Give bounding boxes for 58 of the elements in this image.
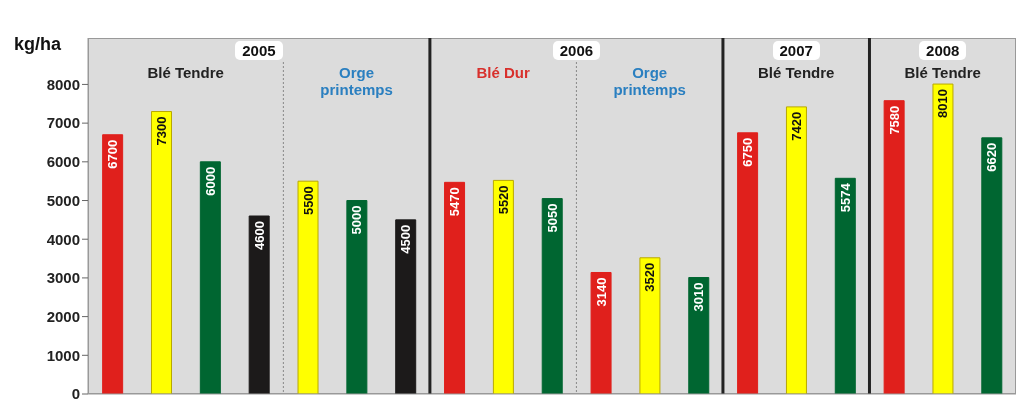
data-label: 7300	[153, 116, 169, 146]
bar	[737, 132, 759, 394]
y-axis-title: kg/ha	[14, 34, 62, 55]
y-tick-label: 4000	[46, 230, 80, 248]
bar	[688, 277, 710, 394]
data-label: 5470	[447, 187, 463, 217]
data-label: 3140	[593, 277, 609, 307]
bar	[590, 272, 612, 394]
data-label: 3520	[642, 262, 658, 292]
y-tick-label: 3000	[46, 269, 80, 287]
bar	[981, 137, 1003, 394]
data-label: 5050	[544, 203, 560, 233]
bar	[541, 198, 563, 394]
data-label: 4500	[398, 224, 414, 254]
annotation: 2007	[772, 41, 820, 60]
annotation: Blé Tendre	[147, 64, 224, 81]
data-label: 6700	[105, 139, 121, 169]
y-tick-label: 0	[71, 385, 80, 403]
data-label: 8010	[935, 89, 951, 118]
bar	[297, 180, 319, 394]
data-label: 5000	[349, 205, 365, 235]
bar	[248, 215, 270, 394]
data-label: 5574	[837, 182, 853, 213]
annotation: 2005	[235, 41, 283, 60]
bar	[102, 134, 124, 394]
bar	[883, 100, 905, 394]
bar	[492, 179, 514, 394]
annotation: Orge printemps	[612, 64, 687, 98]
data-label: 4600	[251, 221, 267, 250]
annotation: Blé Tendre	[904, 64, 981, 81]
bar	[932, 83, 954, 394]
data-label: 7420	[788, 111, 804, 141]
data-label: 5520	[495, 185, 511, 215]
annotation: Blé Dur	[476, 64, 530, 81]
annotation: 2008	[919, 41, 967, 60]
y-tick-label: 5000	[46, 191, 80, 209]
annotation: 2006	[552, 41, 601, 60]
bar	[785, 106, 807, 394]
bar	[834, 177, 856, 394]
data-label: 6620	[984, 142, 1000, 172]
data-label: 5500	[300, 186, 316, 216]
bar	[150, 111, 172, 394]
bar	[639, 257, 661, 394]
bar	[444, 181, 466, 394]
y-tick-label: 2000	[46, 307, 80, 325]
y-tick-label: 8000	[46, 75, 80, 93]
bar	[346, 200, 368, 394]
data-label: 3010	[691, 282, 707, 312]
data-label: 6750	[740, 137, 756, 167]
y-tick-label: 6000	[46, 153, 80, 171]
y-tick-label: 7000	[46, 114, 80, 132]
data-label: 7580	[886, 105, 902, 135]
bar	[395, 219, 417, 394]
annotation: Orge printemps	[319, 64, 394, 98]
data-label: 6000	[202, 166, 218, 196]
y-tick-label: 1000	[46, 346, 80, 364]
bar	[199, 161, 221, 394]
annotation: Blé Tendre	[758, 64, 835, 81]
